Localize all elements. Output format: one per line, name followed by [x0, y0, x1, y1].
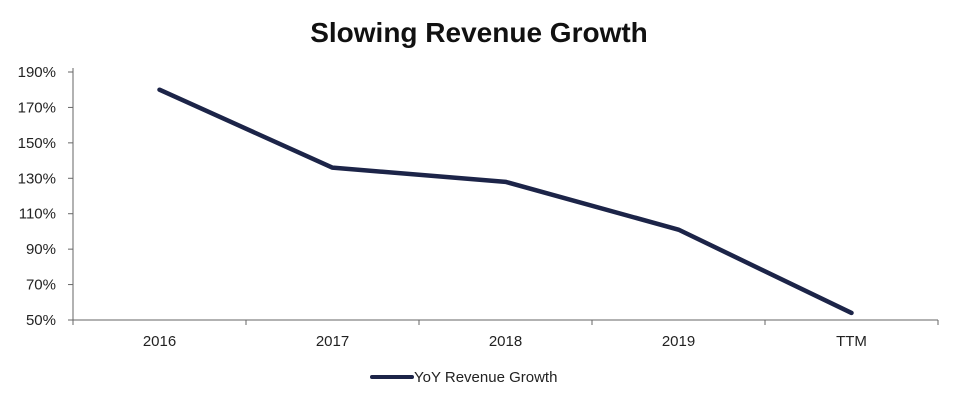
x-tick-label: 2016	[143, 333, 176, 350]
data-point	[677, 228, 680, 232]
chart-title: Slowing Revenue Growth	[310, 17, 648, 48]
x-axis: 2016 2017 2018 2019 TTM	[72, 319, 939, 350]
series-group	[157, 87, 854, 316]
series-line-yoy-revenue-growth	[157, 87, 854, 316]
y-tick-label: 110%	[19, 206, 56, 223]
y-tick-label: 190%	[18, 64, 56, 81]
y-tick-label: 70%	[26, 277, 56, 294]
data-point	[504, 180, 507, 184]
x-tick-label: 2017	[316, 333, 349, 350]
legend-label-yoy-revenue-growth: YoY Revenue Growth	[414, 369, 557, 386]
y-tick-label: 90%	[26, 241, 56, 258]
legend: YoY Revenue Growth	[370, 369, 557, 386]
y-tick-label: 150%	[18, 135, 56, 152]
x-tick-label: 2019	[662, 333, 695, 350]
data-point	[331, 166, 334, 170]
x-tick-label: 2018	[489, 333, 522, 350]
y-tick-label: 130%	[18, 170, 56, 187]
y-tick-label: 50%	[26, 312, 56, 329]
y-axis: 50% 70% 90% 110% 130% 150% 170% 190%	[18, 64, 74, 329]
data-point	[158, 88, 161, 92]
x-tick-label: TTM	[836, 333, 867, 350]
data-point	[850, 311, 853, 315]
y-tick-label: 170%	[18, 99, 56, 116]
